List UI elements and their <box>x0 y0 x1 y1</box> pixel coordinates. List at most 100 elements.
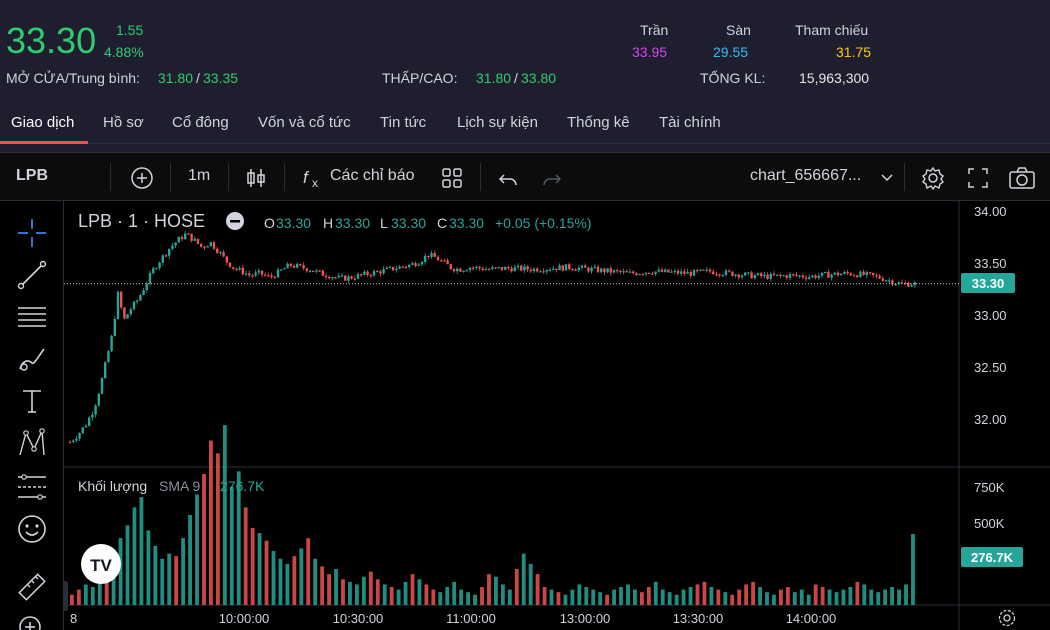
ruler-icon[interactable] <box>16 571 48 603</box>
pattern-tool-icon[interactable] <box>16 427 48 459</box>
volume-bar <box>452 581 457 605</box>
layout-grid-icon[interactable] <box>440 166 464 190</box>
symbol-selector[interactable]: LPB <box>16 167 48 184</box>
candle-body <box>836 272 840 276</box>
fullscreen-icon[interactable] <box>966 166 990 190</box>
candle-body <box>632 271 635 274</box>
volume-legend-sma: SMA 9 <box>159 478 200 494</box>
candle-body <box>878 275 881 279</box>
ohlc-o-value: 33.30 <box>276 215 311 231</box>
volume-bar <box>70 594 74 605</box>
zoom-in-icon[interactable] <box>16 613 48 630</box>
volume-legend-title: Khối lượng <box>78 478 147 494</box>
smiley-icon[interactable] <box>16 513 48 545</box>
volume-bar <box>904 584 908 605</box>
add-symbol-icon[interactable] <box>130 166 154 190</box>
layout-name[interactable]: chart_656667... <box>750 167 862 184</box>
candle-body <box>676 270 680 274</box>
volume-bar <box>480 587 484 605</box>
candle-body <box>241 267 244 275</box>
price-chart[interactable]: 34.00 33.50 33.00 32.50 32.00 750K 500K 10:00:0… <box>64 201 1050 630</box>
candle-body <box>97 393 100 406</box>
candle-body <box>312 270 315 272</box>
candle-body <box>820 272 824 276</box>
tab-tin-tuc[interactable]: Tin tức <box>380 114 427 131</box>
tab-thong-ke[interactable]: Thống kê <box>567 114 630 131</box>
tab-von-co-tuc[interactable]: Vốn và cổ tức <box>258 114 351 131</box>
tab-ho-so[interactable]: Hồ sơ <box>103 114 144 131</box>
candle-body <box>779 274 782 276</box>
candle-body <box>795 274 798 276</box>
volume-bar <box>146 530 151 605</box>
total-vol-label: TỔNG KL: <box>700 70 766 86</box>
candle-body <box>872 272 875 276</box>
scroll-left-handle[interactable] <box>64 581 68 611</box>
tab-lich-su-kien[interactable]: Lịch sự kiện <box>457 114 538 131</box>
tab-giao-dich[interactable]: Giao dịch <box>11 114 75 131</box>
undo-icon[interactable] <box>496 166 520 190</box>
candle-body <box>376 271 379 273</box>
brush-icon[interactable] <box>16 343 48 375</box>
candle-body <box>491 267 494 270</box>
volume-bar <box>577 584 582 605</box>
candle-body <box>712 271 715 275</box>
candle-body <box>212 242 216 249</box>
tab-co-dong[interactable]: Cổ đông <box>172 114 229 131</box>
last-volume-badge: 276.7K <box>971 550 1014 565</box>
candle-body <box>526 266 529 270</box>
candle-body <box>222 252 225 257</box>
candle-body <box>856 275 859 278</box>
candle-body <box>353 278 356 280</box>
candle-body <box>344 275 347 281</box>
interval-selector[interactable]: 1m <box>188 167 211 184</box>
candle-body <box>417 264 420 266</box>
toolbar-divider <box>480 163 481 191</box>
volume-bar <box>758 587 762 605</box>
volume-bar <box>834 592 839 605</box>
camera-icon[interactable] <box>1008 165 1036 191</box>
forecast-tool-icon[interactable] <box>16 471 48 503</box>
volume-bar <box>716 589 721 605</box>
candle-body <box>689 271 692 276</box>
candle-body <box>372 271 376 276</box>
volume-bar <box>667 592 672 605</box>
price-tick-label: 34.00 <box>974 204 1007 219</box>
redo-icon[interactable] <box>540 166 564 190</box>
volume-bar <box>820 587 825 605</box>
candle-body <box>228 262 232 268</box>
candle-body <box>110 335 113 352</box>
volume-bar <box>737 589 742 605</box>
crosshair-icon[interactable] <box>16 217 48 249</box>
fx-indicator-icon[interactable]: f x <box>300 166 326 190</box>
tradingview-logo-bg[interactable] <box>81 544 121 584</box>
candle-body <box>488 269 491 271</box>
tab-tai-chinh[interactable]: Tài chính <box>659 114 721 131</box>
trend-line-icon[interactable] <box>16 259 48 291</box>
horizontal-lines-icon[interactable] <box>16 301 48 333</box>
candle-body <box>644 272 648 275</box>
gear-icon[interactable] <box>920 165 946 191</box>
chevron-down-icon[interactable] <box>880 170 894 184</box>
candle-body <box>833 272 836 275</box>
candle-body <box>238 267 241 270</box>
text-tool-icon[interactable] <box>16 385 48 417</box>
candle-body <box>654 271 657 274</box>
time-axis-settings-icon[interactable] <box>998 609 1016 627</box>
indicators-button[interactable]: Các chỉ báo <box>330 167 415 184</box>
candle-body <box>824 271 827 274</box>
volume-bar <box>744 584 749 605</box>
candle-body <box>75 438 78 441</box>
candle-body <box>216 248 219 253</box>
volume-bar <box>633 589 637 605</box>
ohlc-h-value: 33.30 <box>335 215 370 231</box>
candle-body <box>718 274 721 276</box>
candle-body <box>542 271 545 273</box>
candlestick-type-icon[interactable] <box>244 166 268 190</box>
volume-bar <box>396 589 401 605</box>
price-tick-label: 32.00 <box>974 412 1007 427</box>
volume-bar <box>612 589 616 605</box>
candle-body <box>843 272 846 274</box>
candle-body <box>462 270 465 272</box>
candle-body <box>664 269 667 272</box>
volume-bar <box>368 571 373 605</box>
